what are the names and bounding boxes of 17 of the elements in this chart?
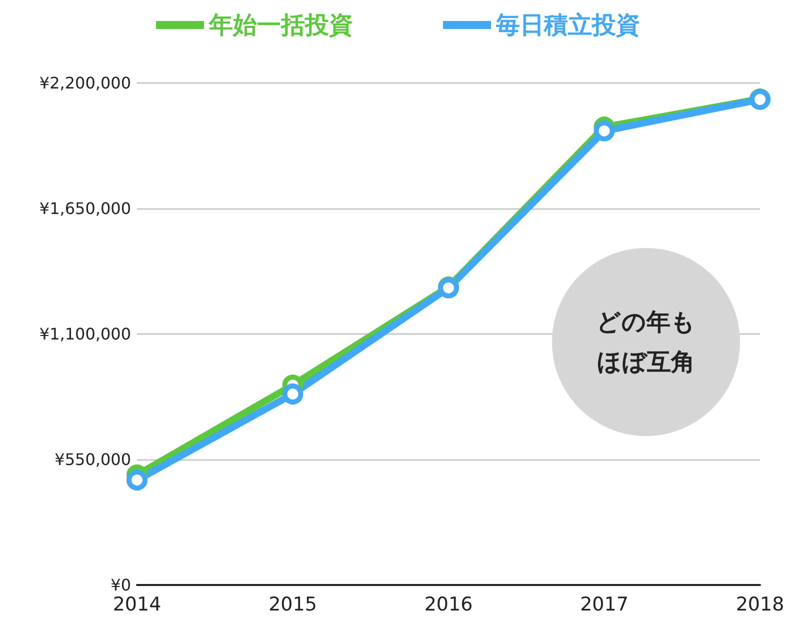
y-tick-label: ¥550,000 (54, 450, 131, 469)
y-tick-label: ¥1,650,000 (39, 199, 131, 218)
annotation: ほぼ互角 (597, 347, 695, 378)
annotation: どの年も (596, 307, 696, 338)
y-tick-label: ¥2,200,000 (39, 74, 131, 92)
y-tick-label: ¥1,100,000 (39, 324, 131, 344)
x-tick-label: 2016 (424, 594, 473, 616)
x-tick-label: 2015 (268, 594, 317, 616)
legend-label: 毎日積立投資 (495, 11, 640, 39)
x-tick-label: 2018 (736, 594, 784, 616)
y-tick-label: ¥0 (110, 576, 131, 594)
point (282, 384, 304, 405)
x-tick-label: 2017 (580, 594, 628, 616)
x-tick-label: 2014 (112, 594, 162, 616)
point (594, 120, 615, 142)
legend-label: 年始一括投資 (208, 11, 353, 39)
point (126, 470, 148, 491)
